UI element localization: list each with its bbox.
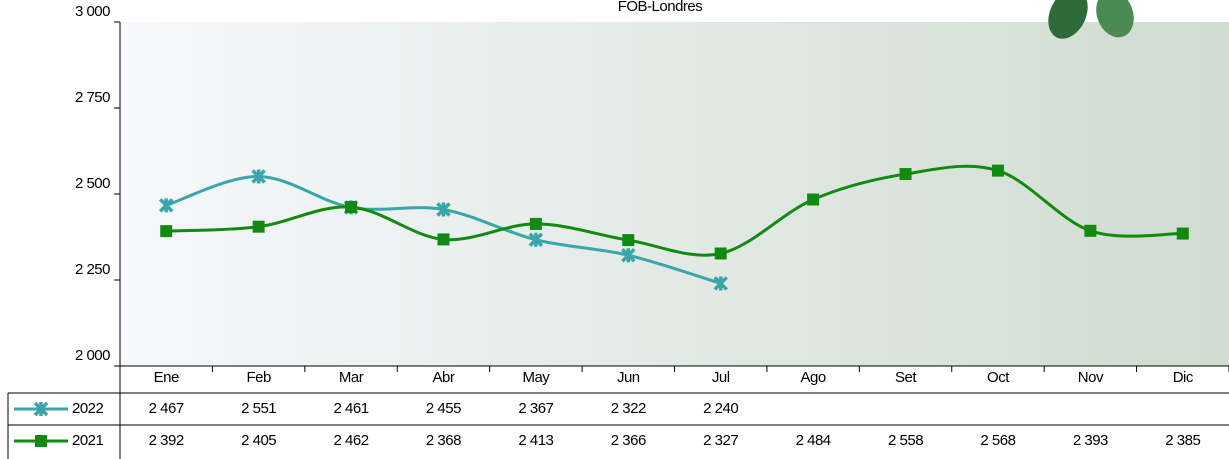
table-value: 2 322 xyxy=(611,400,646,417)
marker xyxy=(437,233,449,245)
table-value: 2 462 xyxy=(334,432,369,449)
x-tick-label: Feb xyxy=(246,369,271,386)
marker xyxy=(1084,225,1096,237)
table-value: 2 240 xyxy=(703,400,738,417)
x-tick-label: Ago xyxy=(801,369,826,386)
legend-marker xyxy=(35,435,47,447)
table-value: 2 558 xyxy=(888,432,923,449)
x-tick-label: May xyxy=(522,369,550,386)
table-value: 2 368 xyxy=(426,432,461,449)
y-tick-label: 2 250 xyxy=(75,261,110,278)
y-tick-label: 2 000 xyxy=(75,347,110,364)
x-tick-label: Jun xyxy=(617,369,640,386)
x-tick-label: Set xyxy=(895,369,917,386)
marker xyxy=(900,168,912,180)
x-tick-label: Nov xyxy=(1078,369,1104,386)
table-value: 2 366 xyxy=(611,432,646,449)
table-value: 2 327 xyxy=(703,432,738,449)
table-value: 2 392 xyxy=(149,432,184,449)
chart-title: FOB-Londres xyxy=(618,0,703,15)
y-tick-label: 3 000 xyxy=(75,3,110,20)
chart: FOB-Londres 2 000 2 250 2 500 2 750 3 000 Ene… xyxy=(0,0,1229,459)
table-value: 2 467 xyxy=(149,400,184,417)
table-value: 2 405 xyxy=(241,432,276,449)
x-tick-label: Abr xyxy=(433,369,455,386)
table-value: 2 393 xyxy=(1073,432,1108,449)
table-value: 2 461 xyxy=(334,400,369,417)
x-tick-label: Dic xyxy=(1173,369,1194,386)
marker xyxy=(1177,228,1189,240)
marker xyxy=(807,194,819,206)
table-value: 2 484 xyxy=(796,432,831,449)
marker xyxy=(622,234,634,246)
marker xyxy=(715,248,727,260)
legend-label: 2022 xyxy=(72,400,104,417)
table-value: 2 568 xyxy=(980,432,1015,449)
marker xyxy=(530,218,542,230)
x-tick-label: Oct xyxy=(987,369,1010,386)
table-value: 2 551 xyxy=(241,400,276,417)
y-tick-label: 2 500 xyxy=(75,175,110,192)
marker xyxy=(253,221,265,233)
marker xyxy=(345,201,357,213)
marker xyxy=(160,225,172,237)
marker xyxy=(992,165,1004,177)
y-tick-label: 2 750 xyxy=(75,89,110,106)
x-tick-label: Mar xyxy=(339,369,364,386)
plot-area xyxy=(120,22,1229,366)
table-value: 2 455 xyxy=(426,400,461,417)
table-value: 2 413 xyxy=(518,432,553,449)
legend-label: 2021 xyxy=(72,432,104,449)
table-value: 2 385 xyxy=(1165,432,1200,449)
table-value: 2 367 xyxy=(518,400,553,417)
x-tick-label: Ene xyxy=(154,369,179,386)
x-tick-label: Jul xyxy=(712,369,730,386)
